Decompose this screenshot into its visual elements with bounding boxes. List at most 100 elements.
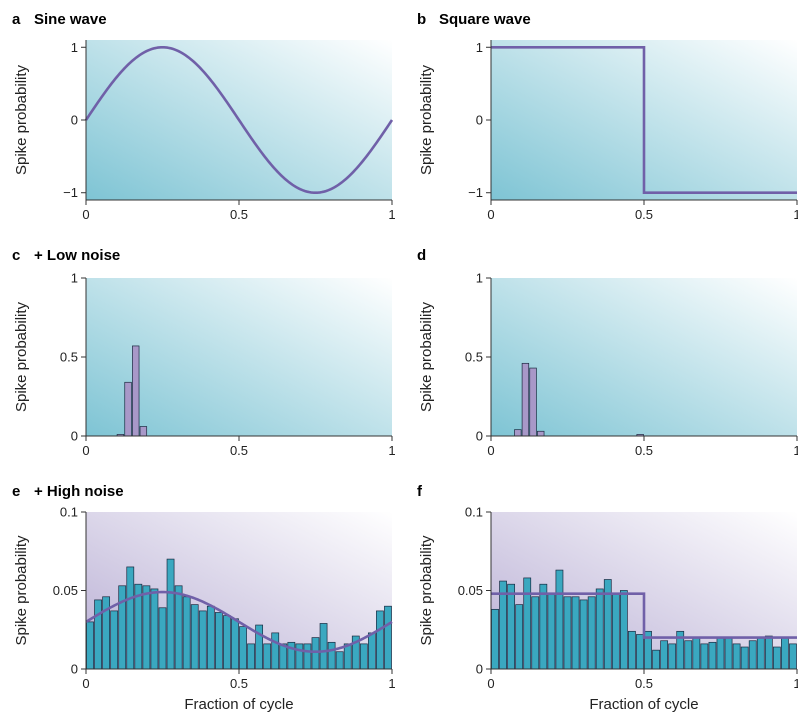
y-tick-label: 0 — [476, 113, 483, 128]
x-tick-label: 0.5 — [230, 443, 248, 458]
bar-9 — [563, 596, 572, 670]
y-tick-label: 0.1 — [465, 505, 483, 520]
bar-10 — [571, 596, 580, 670]
x-tick-label: 0.5 — [230, 207, 248, 222]
bar-13 — [595, 588, 604, 670]
bar-0 — [86, 621, 94, 670]
bar-20 — [652, 649, 660, 670]
x-tick-label: 0 — [82, 443, 89, 458]
bar-31 — [335, 651, 344, 670]
y-tick-label: 1 — [71, 40, 78, 55]
bar-25 — [692, 637, 701, 670]
bar-37 — [789, 643, 797, 670]
bar-34 — [359, 643, 368, 670]
bar-10 — [166, 558, 175, 670]
x-tick-label: 0 — [487, 207, 494, 222]
bar-3 — [110, 610, 119, 670]
y-tick-label: 0.5 — [465, 350, 483, 365]
x-tick-label: 0 — [487, 676, 494, 691]
panel-f: f 0 0.05 0.1 0 0.5 1 Spike probability Fraction … — [417, 483, 798, 713]
bar-14 — [198, 610, 207, 670]
bar-27 — [708, 641, 717, 670]
bar-26 — [700, 643, 709, 670]
panel-e: e + High noise 0 0.05 0.1 0 0.5 1 Spike probabil… — [12, 483, 396, 713]
x-tick-label: 0.5 — [635, 207, 653, 222]
bar-30 — [732, 643, 741, 670]
y-tick-label: 1 — [476, 40, 483, 55]
bar-5 — [126, 566, 135, 670]
bar-8 — [555, 569, 564, 670]
y-tick-label: −1 — [63, 185, 78, 200]
y-axis-label: Spike probability — [13, 535, 30, 646]
series-line — [85, 590, 393, 654]
y-tick-label: 0 — [71, 662, 78, 677]
bar-28 — [311, 637, 320, 670]
bar-5 — [531, 596, 540, 670]
bar-5 — [529, 367, 537, 437]
panel-letter: a — [12, 11, 21, 28]
x-tick-label: 1 — [388, 443, 395, 458]
y-tick-label: 1 — [476, 271, 483, 286]
bar-18 — [636, 634, 644, 670]
bar-26 — [295, 643, 304, 670]
x-tick-label: 0.5 — [635, 676, 653, 691]
panel-title: Sine wave — [34, 11, 107, 28]
bar-35 — [367, 632, 376, 670]
bar-36 — [376, 610, 384, 670]
bar-5 — [124, 381, 132, 437]
bar-35 — [772, 646, 781, 670]
bar-22 — [668, 643, 677, 670]
y-axis-label: Spike probability — [418, 535, 435, 646]
bar-20 — [247, 643, 255, 670]
bar-11 — [579, 599, 588, 670]
bar-29 — [724, 637, 733, 670]
bar-15 — [611, 593, 620, 670]
plot-background — [491, 278, 797, 436]
panel-c: c + Low noise 0 0.5 1 0 0.5 1 Spike probability — [12, 247, 396, 458]
bar-30 — [327, 641, 336, 670]
panel-b: b Square wave −1 0 1 0 0.5 1 Spike probability — [417, 11, 798, 222]
y-axis-label: Spike probability — [13, 301, 30, 412]
bar-27 — [303, 643, 312, 670]
bar-15 — [206, 605, 215, 670]
y-tick-label: 0 — [71, 113, 78, 128]
bar-12 — [182, 596, 191, 670]
x-tick-label: 0 — [82, 207, 89, 222]
bar-2 — [507, 583, 516, 670]
y-tick-label: −1 — [468, 185, 483, 200]
panel-letter: d — [417, 247, 426, 264]
y-tick-label: 0.05 — [53, 583, 78, 598]
y-tick-label: 0 — [476, 662, 483, 677]
bar-28 — [716, 637, 725, 670]
x-tick-label: 0.5 — [635, 443, 653, 458]
bar-13 — [190, 604, 199, 670]
bar-21 — [660, 640, 669, 670]
panel-letter: f — [417, 483, 423, 500]
bar-9 — [158, 607, 167, 670]
bar-4 — [521, 362, 530, 437]
bar-18 — [231, 618, 239, 670]
bar-1 — [94, 599, 102, 670]
bar-34 — [764, 635, 773, 670]
bar-12 — [587, 596, 596, 670]
x-tick-label: 1 — [388, 207, 395, 222]
bar-8 — [150, 588, 159, 670]
x-tick-label: 0 — [82, 676, 89, 691]
bar-23 — [271, 632, 280, 670]
x-tick-label: 0 — [487, 443, 494, 458]
panel-d: d 0 0.5 1 0 0.5 1 Spike probability — [417, 247, 798, 458]
bar-6 — [132, 345, 140, 437]
bar-17 — [628, 630, 636, 670]
bar-16 — [214, 612, 223, 670]
bar-17 — [223, 615, 231, 670]
bar-19 — [239, 626, 247, 670]
y-tick-label: 0.1 — [60, 505, 78, 520]
bar-11 — [174, 585, 183, 670]
bars — [491, 569, 797, 670]
panel-letter: e — [12, 483, 20, 500]
panel-title: + Low noise — [34, 247, 120, 264]
panel-title: Square wave — [439, 11, 531, 28]
series-line — [491, 45, 797, 195]
bar-36 — [781, 637, 789, 670]
y-tick-label: 1 — [71, 271, 78, 286]
